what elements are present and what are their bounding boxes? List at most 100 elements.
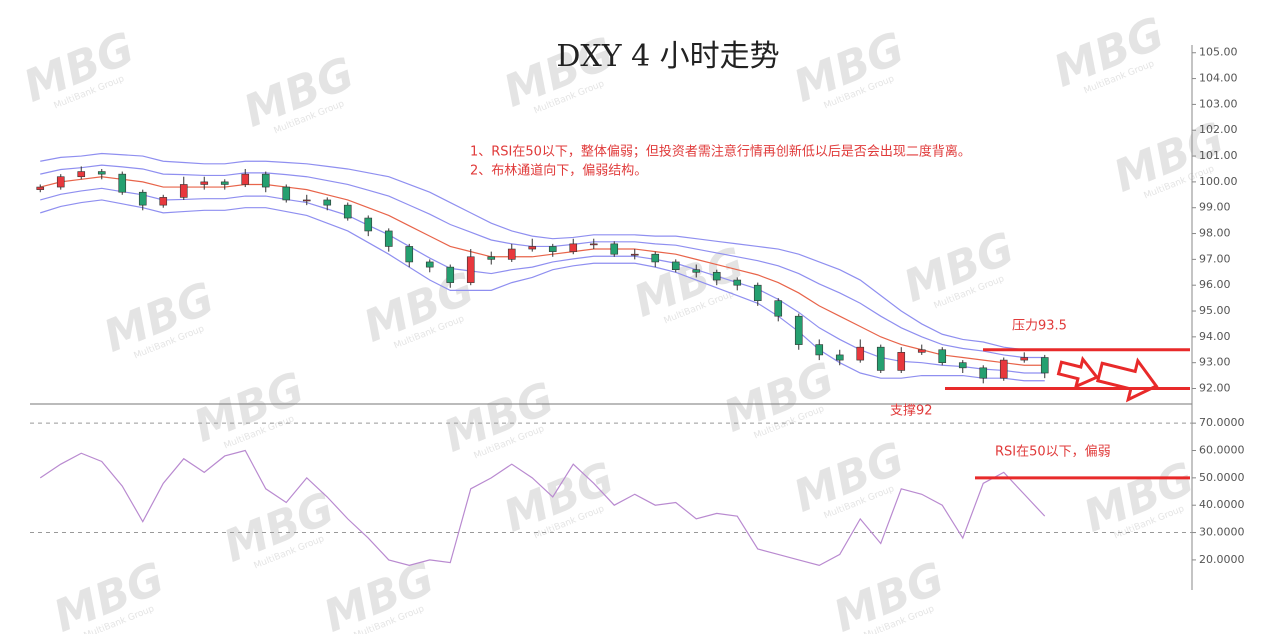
candle-body: [671, 261, 680, 270]
candle-body: [897, 352, 906, 371]
y-tick-label: 50.0000: [1199, 471, 1245, 484]
candle-body: [282, 186, 291, 201]
level-label: 支撑92: [890, 404, 933, 419]
y-tick-label: 99.00: [1199, 201, 1231, 214]
y-tick-label: 94.00: [1199, 330, 1231, 343]
bollinger-band: [40, 152, 1045, 351]
bollinger-band: [40, 164, 1045, 359]
candle-body: [979, 367, 988, 379]
candle-body: [323, 199, 332, 206]
y-tick-label: 97.00: [1199, 252, 1231, 265]
y-tick-label: 60.0000: [1199, 444, 1245, 457]
y-tick-label: 105.00: [1199, 46, 1238, 59]
y-tick-label: 103.00: [1199, 97, 1238, 110]
candle-body: [528, 246, 537, 250]
y-tick-label: 100.00: [1199, 175, 1238, 188]
bollinger-band: [40, 199, 1045, 382]
y-tick-label: 70.0000: [1199, 416, 1245, 429]
annotation: 2、布林通道向下，偏弱结构。: [470, 163, 647, 179]
annotation: 1、RSI在50以下，整体偏弱；但投资者需注意行情再创新低以后是否会出现二度背离…: [470, 144, 971, 160]
candle-body: [466, 256, 475, 283]
arrows: [1056, 355, 1159, 403]
y-tick-label: 96.00: [1199, 278, 1231, 291]
candle-body: [958, 362, 967, 369]
candle-body: [159, 197, 168, 206]
candle-body: [630, 253, 639, 256]
candle-body: [97, 171, 106, 175]
arrow: [1096, 357, 1159, 403]
candle-body: [241, 173, 250, 185]
candle-body: [220, 181, 229, 185]
candle-body: [774, 300, 783, 317]
candle-body: [938, 349, 947, 363]
y-tick-label: 102.00: [1199, 123, 1238, 136]
chart-title: DXY 4 小时走势: [556, 39, 779, 74]
candle-body: [507, 248, 516, 260]
candle-body: [589, 243, 598, 246]
candle-body: [364, 217, 373, 232]
candle-body: [36, 186, 45, 190]
candle-body: [138, 191, 147, 206]
y-tick-label: 92.00: [1199, 382, 1231, 395]
candle-body: [548, 246, 557, 252]
candle-body: [446, 266, 455, 283]
candle-body: [56, 176, 65, 188]
candle-body: [794, 315, 803, 345]
y-tick-label: 104.00: [1199, 72, 1238, 85]
y-tick-label: 93.00: [1199, 356, 1231, 369]
candle-body: [692, 269, 701, 273]
candle-body: [343, 204, 352, 219]
candle-body: [815, 344, 824, 356]
candle-body: [77, 171, 86, 178]
candle-body: [179, 184, 188, 198]
candle-body: [753, 284, 762, 301]
candle-body: [733, 279, 742, 286]
candle-body: [118, 173, 127, 193]
candle-body: [261, 173, 270, 188]
candle-body: [999, 359, 1008, 379]
y-tick-label: 101.00: [1199, 149, 1238, 162]
candle-body: [384, 230, 393, 247]
candle-body: [405, 246, 414, 263]
rsi-line: [39, 449, 1046, 567]
candle-body: [487, 256, 496, 260]
arrow: [1056, 355, 1100, 390]
y-tick-label: 95.00: [1199, 304, 1231, 317]
candle-body: [835, 354, 844, 361]
y-tick-label: 20.0000: [1199, 553, 1245, 566]
candle-body: [712, 271, 721, 281]
y-tick-label: 98.00: [1199, 227, 1231, 240]
candle-body: [569, 243, 578, 252]
candle-body: [610, 243, 619, 255]
y-tick-label: 30.0000: [1199, 526, 1245, 539]
candle-body: [200, 181, 209, 185]
level-label: RSI在50以下，偏弱: [995, 445, 1111, 460]
candle-body: [651, 253, 660, 263]
candle-body: [1040, 357, 1049, 374]
candle-body: [425, 261, 434, 268]
candle-body: [302, 199, 311, 202]
candle-body: [1020, 357, 1029, 361]
candle-body: [917, 349, 926, 353]
y-tick-label: 40.0000: [1199, 498, 1245, 511]
candle-body: [856, 346, 865, 361]
